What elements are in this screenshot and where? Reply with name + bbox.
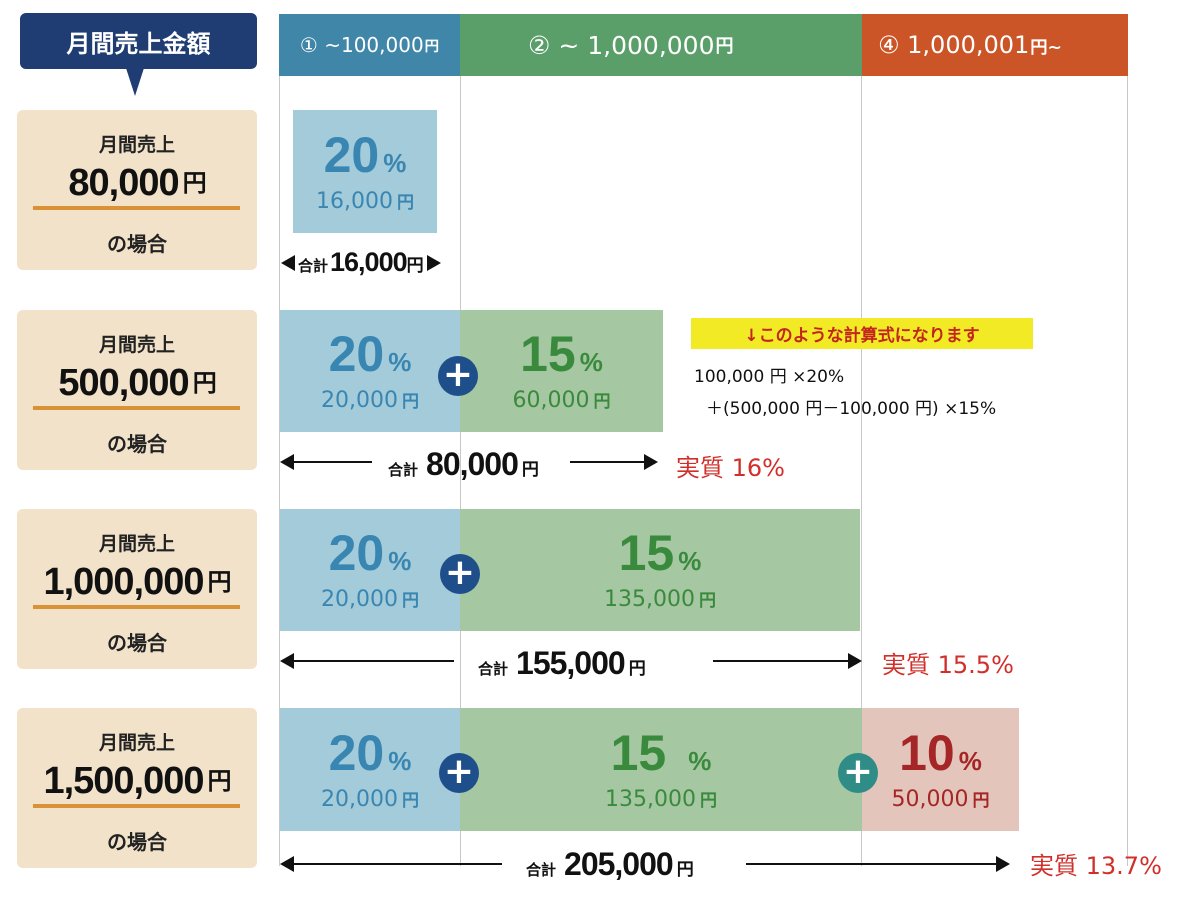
tier-2-label: ② ~ 1,000,000 [528, 30, 715, 60]
arrow-line [292, 461, 372, 463]
tier-1-yen: 円 [424, 38, 440, 55]
formula-line-1: 100,000 円 ×20% [694, 367, 845, 387]
segment-20pct: 20% 20,000 円 [280, 509, 460, 631]
case-underline [33, 406, 240, 410]
segment-amount: 135,000 円 [605, 786, 717, 812]
segment-15pct: 15% 135,000 円 [460, 509, 860, 631]
arrow-line [570, 461, 646, 463]
arrow-left-icon [280, 454, 294, 470]
segment-amount: 20,000 円 [321, 587, 419, 612]
case-top-label: 月間売上 [98, 732, 175, 754]
plus-icon: + [439, 753, 479, 793]
segment-amount: 20,000 円 [321, 786, 419, 812]
case-top-label: 月間売上 [98, 533, 175, 555]
arrow-left-icon [281, 255, 295, 271]
grid-line [1127, 76, 1128, 866]
segment-amount: 16,000 円 [316, 188, 414, 214]
segment-percent: 20% [323, 126, 407, 183]
case-box: 月間売上 1,000,000 円 の場合 [17, 509, 257, 669]
grid-line [460, 76, 461, 866]
tier-2-yen: 円 [715, 36, 734, 57]
case-box: 月間売上 80,000 円 の場合 [17, 110, 257, 270]
segment-percent: 15% [618, 525, 702, 581]
arrow-right-icon [644, 454, 658, 470]
segment-20pct: 20% 16,000 円 [293, 110, 437, 233]
grid-line [279, 76, 280, 866]
case-amount: 500,000 円 [58, 362, 216, 404]
case-bottom-label: の場合 [107, 631, 167, 655]
case-underline [33, 804, 240, 808]
arrow-line [292, 660, 454, 662]
arrow-right-icon [996, 856, 1010, 872]
segment-percent: 20% [328, 525, 412, 581]
segment-20pct: 20% 20,000 円 [280, 708, 460, 831]
case-box: 月間売上 500,000 円 の場合 [17, 310, 257, 470]
effective-rate: 実質 13.7% [1030, 852, 1162, 880]
grid-line [861, 76, 862, 866]
case-total: 合計 16,000 円 [298, 247, 424, 277]
arrow-left-icon [280, 856, 294, 872]
arrow-line [713, 660, 849, 662]
segment-amount: 135,000 円 [604, 587, 716, 612]
case-top-label: 月間売上 [98, 334, 175, 356]
segment-percent: 15% [520, 326, 603, 382]
segment-percent: 20% [328, 326, 412, 382]
case-box: 月間売上 1,500,000 円 の場合 [17, 708, 257, 868]
arrow-right-icon [427, 255, 441, 271]
segment-percent: 10% [899, 724, 982, 781]
case-bottom-label: の場合 [107, 432, 167, 456]
segment-amount: 50,000 円 [891, 786, 990, 812]
segment-percent: 15% [610, 724, 712, 781]
formula-line-2: ＋(500,000 円－100,000 円) ×15% [706, 399, 997, 419]
plus-icon: + [438, 356, 478, 396]
case-amount-value: 80,000 [68, 162, 179, 204]
arrow-line [746, 863, 998, 865]
plus-icon: + [440, 554, 480, 594]
tier-3-header: ④ 1,000,001 円~ [862, 14, 1128, 76]
case-total: 合計 205,000 円 [526, 846, 694, 882]
case-amount: 80,000 円 [17, 162, 257, 205]
case-amount-yen: 円 [182, 170, 207, 197]
tier-1-header: ① ~100,000 円 [279, 14, 460, 76]
case-amount: 1,500,000 円 [43, 760, 231, 802]
case-total: 合計 155,000 円 [478, 645, 646, 681]
header-bubble-tail [126, 68, 144, 96]
arrow-left-icon [280, 653, 294, 669]
segment-amount: 60,000 円 [512, 388, 611, 413]
case-bottom-label: の場合 [107, 232, 167, 256]
arrow-right-icon [848, 653, 862, 669]
header-title: 月間売上金額 [20, 13, 257, 69]
plus-icon: + [838, 753, 878, 793]
case-underline [33, 605, 240, 609]
segment-amount: 20,000 円 [321, 388, 419, 413]
tier-1-label: ① ~100,000 [299, 33, 424, 57]
segment-15pct: 15% 60,000 円 [460, 310, 663, 432]
effective-rate: 実質 15.5% [882, 651, 1014, 679]
tier-3-label: ④ 1,000,001 [878, 31, 1030, 59]
segment-20pct: 20% 20,000 円 [280, 310, 460, 432]
tier-2-header: ② ~ 1,000,000 円 [460, 14, 862, 76]
tier-3-yen: 円~ [1030, 37, 1063, 58]
segment-15pct: 15% 135,000 円 [460, 708, 862, 831]
case-underline [33, 206, 240, 210]
formula-banner: ↓このような計算式になります [691, 318, 1033, 349]
segment-percent: 20% [328, 724, 412, 781]
case-top-label: 月間売上 [98, 134, 175, 156]
effective-rate: 実質 16% [676, 454, 785, 482]
segment-10pct: 10% 50,000 円 [862, 708, 1019, 831]
case-amount: 1,000,000 円 [43, 561, 231, 603]
case-bottom-label: の場合 [107, 830, 167, 854]
arrow-line [292, 863, 502, 865]
case-total: 合計 80,000 円 [388, 446, 539, 482]
